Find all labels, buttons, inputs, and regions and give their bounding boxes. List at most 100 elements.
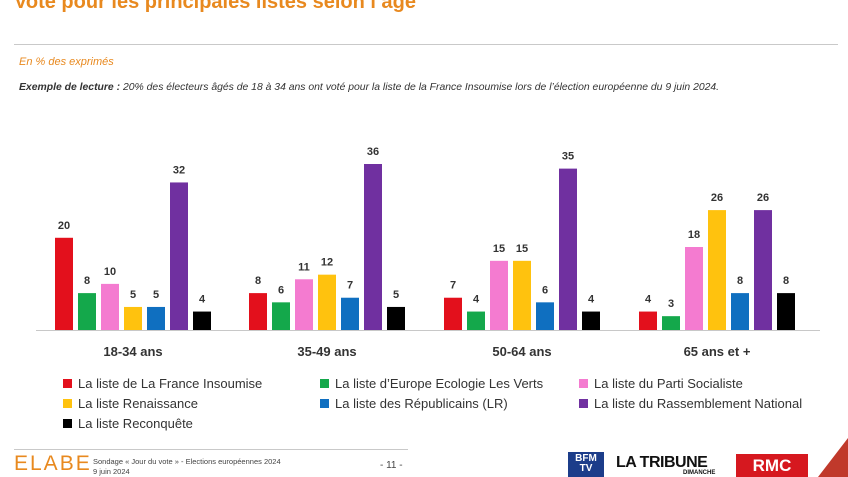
bar-value-label: 8 (737, 275, 743, 287)
bar (170, 182, 188, 330)
bar (754, 210, 772, 330)
bar-value-label: 4 (645, 294, 652, 306)
page-title: Vote pour les principales listes selon l… (14, 0, 416, 13)
reading-example-text: 20% des électeurs âgés de 18 à 34 ans on… (120, 82, 720, 93)
title-divider (14, 44, 838, 45)
la-tribune-logo: LA TRIBUNE (616, 454, 708, 471)
bar-value-label: 26 (711, 192, 723, 204)
bar-value-label: 15 (493, 243, 505, 255)
bar-value-label: 4 (588, 294, 595, 306)
bar (124, 306, 142, 330)
legend-label: La liste du Parti Socialiste (594, 376, 743, 391)
bar-value-label: 5 (153, 289, 159, 301)
bar (249, 293, 267, 330)
legend-label: La liste de La France Insoumise (78, 376, 263, 391)
rmc-logo: RMC (736, 454, 808, 477)
bar-value-label: 26 (757, 192, 769, 204)
category-label: 18-34 ans (103, 344, 162, 359)
source-line-2: 9 juin 2024 (93, 467, 130, 476)
bar-value-label: 15 (516, 243, 528, 255)
page-number: - 11 - (380, 460, 403, 471)
source-line-1: Sondage « Jour du vote » - Elections eur… (93, 457, 281, 466)
legend-label: La liste Renaissance (78, 396, 198, 411)
bar (364, 164, 382, 330)
legend-item: La liste Renaissance (63, 396, 198, 411)
footer-divider (14, 449, 408, 450)
bar-value-label: 35 (562, 151, 574, 163)
bar-value-label: 6 (542, 284, 548, 296)
legend-swatch (579, 379, 588, 388)
legend-swatch (320, 379, 329, 388)
bar (78, 293, 96, 330)
bar (490, 260, 508, 330)
la-tribune-dimanche-label: DIMANCHE (683, 470, 716, 476)
bar-value-label: 18 (688, 229, 700, 241)
bar (295, 279, 313, 330)
bar-value-label: 5 (130, 289, 136, 301)
elabe-logo: ELABE (14, 452, 92, 475)
bar (582, 311, 600, 330)
bar-value-label: 8 (255, 275, 261, 287)
legend-label: La liste du Rassemblement National (594, 396, 803, 411)
bfmtv-logo-line2: TV (579, 463, 593, 474)
bar (101, 283, 119, 330)
bar-value-label: 4 (199, 294, 206, 306)
bar (467, 311, 485, 330)
category-label: 50-64 ans (492, 344, 551, 359)
bar (731, 293, 749, 330)
bar (318, 274, 336, 330)
legend-swatch (579, 399, 588, 408)
bar (272, 302, 290, 330)
bar (193, 311, 211, 330)
category-label: 65 ans et + (684, 344, 751, 359)
bar-value-label: 7 (347, 280, 353, 292)
bar-value-label: 12 (321, 257, 333, 269)
legend-item: La liste du Rassemblement National (579, 396, 802, 411)
source-note: Sondage « Jour du vote » - Elections eur… (93, 457, 281, 477)
bar-value-label: 36 (367, 146, 379, 158)
bar (536, 302, 554, 330)
bar-value-label: 10 (104, 266, 116, 278)
legend-item: La liste de La France Insoumise (63, 376, 262, 391)
bar-value-label: 5 (393, 289, 399, 301)
bar-value-label: 8 (84, 275, 90, 287)
bar (662, 316, 680, 330)
bar-value-label: 20 (58, 220, 70, 232)
bar-value-label: 4 (473, 294, 480, 306)
legend-item: La liste des Républicains (LR) (320, 396, 508, 411)
bar-value-label: 7 (450, 280, 456, 292)
bar (341, 297, 359, 330)
bar-value-label: 3 (668, 298, 674, 310)
legend-label: La liste d’Europe Ecologie Les Verts (335, 376, 544, 391)
legend-swatch (63, 419, 72, 428)
corner-decoration (818, 438, 848, 477)
bar (147, 306, 165, 330)
category-label: 35-49 ans (297, 344, 356, 359)
bar (513, 260, 531, 330)
legend-item: La liste Reconquête (63, 416, 193, 431)
bar-value-label: 11 (298, 261, 310, 273)
legend-item: La liste d’Europe Ecologie Les Verts (320, 376, 543, 391)
bar (387, 306, 405, 330)
bar-value-label: 6 (278, 284, 284, 296)
bfmtv-logo-line1: BFM (575, 453, 597, 464)
bfmtv-logo: BFM TV (568, 452, 604, 477)
bar (444, 297, 462, 330)
legend-label: La liste Reconquête (78, 416, 193, 431)
bar (708, 210, 726, 330)
bar (639, 311, 657, 330)
unit-note: En % des exprimés (19, 56, 114, 68)
bar-value-label: 32 (173, 164, 185, 176)
bar (777, 293, 795, 330)
bar-value-label: 8 (783, 275, 789, 287)
legend-swatch (63, 399, 72, 408)
bar (55, 237, 73, 330)
reading-example-label: Exemple de lecture : (19, 82, 121, 93)
bar (559, 168, 577, 330)
reading-example: Exemple de lecture : 20% des électeurs â… (19, 82, 719, 93)
legend-swatch (320, 399, 329, 408)
legend-swatch (63, 379, 72, 388)
legend-label: La liste des Républicains (LR) (335, 396, 508, 411)
bar (685, 247, 703, 330)
